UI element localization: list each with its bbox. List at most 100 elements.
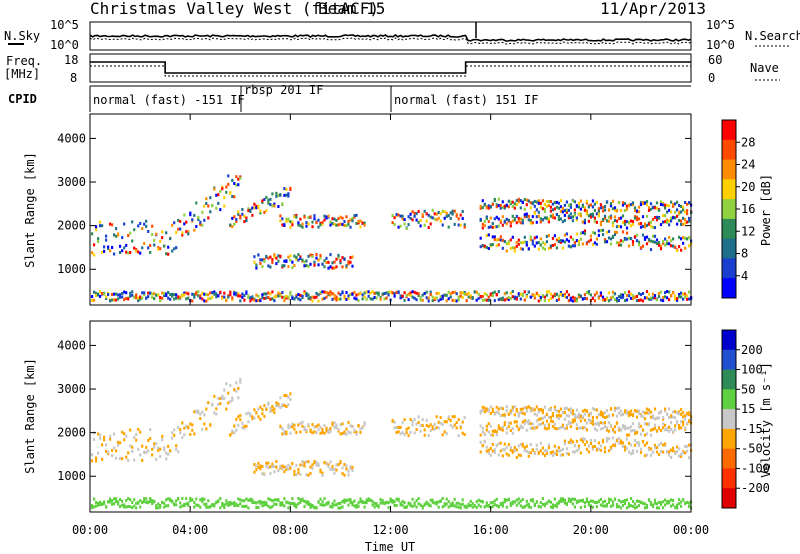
echo-cell [637, 298, 641, 302]
echo-cell [311, 466, 314, 470]
echo-cell [333, 217, 336, 221]
echo-cell [175, 499, 178, 503]
echo-cell [261, 501, 264, 504]
echo-cell [419, 429, 422, 433]
echo-cell [575, 427, 578, 431]
echo-cell [215, 292, 218, 296]
echo-cell [583, 293, 586, 297]
echo-cell [117, 233, 120, 237]
echo-cell [453, 222, 456, 226]
echo-cell [495, 433, 498, 437]
echo-cell [267, 497, 270, 501]
echo-cell [243, 220, 246, 224]
echo-cell [597, 447, 600, 451]
echo-cell [129, 251, 132, 254]
echo-cell [585, 291, 588, 294]
echo-cell [213, 394, 216, 398]
echo-cell [289, 292, 292, 296]
echo-cell [451, 501, 454, 505]
echo-cell [668, 453, 671, 457]
echo-cell [411, 423, 414, 427]
echo-cell [239, 414, 242, 418]
echo-cell [287, 295, 290, 299]
echo-cell [395, 504, 398, 507]
echo-cell [361, 221, 364, 225]
echo-cell [255, 206, 258, 210]
colorbar-swatch [722, 428, 736, 450]
echo-cell [333, 425, 336, 429]
echo-cell [297, 502, 300, 506]
echo-cell [503, 240, 506, 244]
echo-cell [223, 503, 226, 507]
echo-cell [331, 505, 334, 509]
echo-cell [489, 405, 492, 409]
echo-cell [133, 436, 136, 440]
echo-cell [678, 235, 681, 239]
echo-cell [393, 426, 396, 430]
echo-cell [337, 429, 340, 433]
echo-cell [359, 427, 362, 431]
echo-cell [473, 290, 476, 294]
echo-cell [97, 237, 100, 241]
echo-cell [507, 297, 510, 301]
echo-cell [641, 440, 645, 443]
x-tick-label: 00:00 [72, 523, 108, 537]
echo-cell [555, 505, 558, 509]
echo-cell [583, 443, 586, 447]
echo-cell [551, 236, 554, 240]
echo-cell [103, 502, 106, 506]
echo-cell [267, 198, 270, 202]
echo-cell [575, 218, 578, 222]
echo-cell [327, 260, 330, 264]
echo-cell [135, 506, 138, 510]
echo-cell [664, 237, 667, 241]
echo-cell [281, 503, 284, 507]
echo-cell [493, 237, 496, 241]
echo-cell [593, 293, 596, 297]
echo-cell [587, 503, 590, 507]
echo-cell [529, 219, 532, 222]
echo-cell [265, 292, 268, 296]
echo-cell [589, 442, 592, 445]
echo-cell [541, 207, 544, 211]
echo-cell [219, 497, 222, 500]
echo-cell [197, 409, 200, 413]
echo-cell [263, 297, 266, 300]
echo-cell [521, 292, 524, 296]
echo-cell [507, 199, 510, 203]
echo-cell [603, 240, 607, 244]
echo-cell [437, 505, 440, 509]
echo-cell [563, 218, 566, 222]
echo-cell [315, 256, 318, 260]
echo-cell [525, 409, 528, 413]
echo-cell [627, 504, 631, 508]
echo-cell [678, 502, 681, 506]
echo-cell [653, 206, 657, 210]
echo-cell [431, 299, 434, 303]
echo-cell [537, 214, 540, 218]
echo-cell [231, 502, 234, 505]
echo-cell [91, 453, 94, 457]
echo-cell [175, 503, 178, 507]
echo-cell [563, 240, 566, 244]
echo-cell [435, 426, 438, 430]
echo-cell [339, 261, 342, 265]
echo-cell [243, 298, 246, 302]
echo-cell [493, 299, 496, 303]
echo-cell [621, 295, 625, 299]
echo-cell [521, 218, 524, 222]
echo-cell [333, 260, 336, 264]
echo-cell [253, 470, 256, 474]
echo-cell [485, 293, 488, 297]
echo-cell [261, 265, 264, 268]
echo-cell [571, 244, 574, 248]
echo-cell [479, 217, 482, 221]
echo-cell [189, 211, 192, 215]
echo-cell [371, 503, 374, 507]
echo-cell [131, 220, 134, 224]
echo-cell [225, 502, 228, 506]
echo-cell [535, 208, 538, 212]
echo-cell [287, 403, 290, 407]
echo-cell [295, 293, 298, 297]
echo-cell [403, 291, 406, 295]
